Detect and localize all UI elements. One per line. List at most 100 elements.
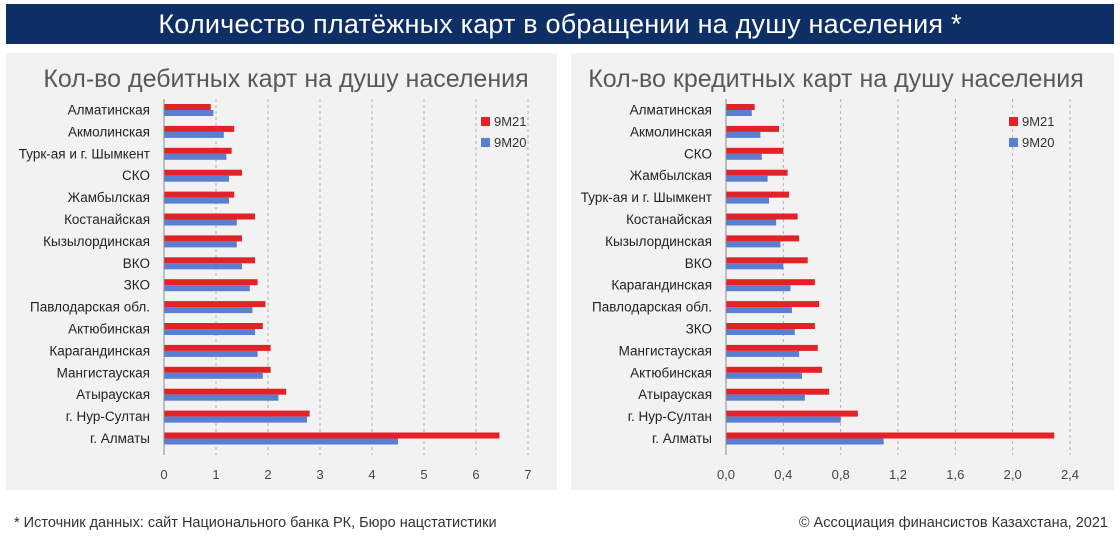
credit-bar-9m20 [726, 153, 762, 160]
credit-bar-9m20 [726, 329, 795, 335]
debit-category-label: Павлодарская обл. [30, 300, 150, 315]
credit-bar-9m21 [726, 410, 858, 417]
copyright-note: © Ассоциация финансистов Казахстана, 202… [798, 515, 1108, 531]
credit-tick-label: 0,0 [717, 467, 735, 482]
credit-category-label: СКО [684, 146, 712, 161]
debit-bar-9m21 [164, 169, 242, 176]
source-note: * Источник данных: сайт Национального ба… [14, 515, 497, 531]
credit-bar-9m21 [726, 213, 798, 220]
credit-bar-9m21 [726, 323, 815, 329]
credit-bar-9m20 [726, 307, 792, 314]
credit-category-label: ВКО [685, 256, 712, 271]
debit-bar-9m20 [164, 329, 255, 335]
debit-bar-9m21 [164, 388, 287, 395]
debit-bar-9m21 [164, 191, 235, 198]
page-title: Количество платёжных карт в обращении на… [158, 8, 962, 39]
debit-category-label: ВКО [123, 256, 150, 271]
debit-bar-9m20 [164, 219, 237, 226]
credit-bar-9m21 [726, 235, 800, 242]
debit-bar-9m20 [164, 438, 398, 445]
credit-cards-chart-panel: Кол-во кредитных карт на душу населения 0… [571, 53, 1114, 490]
debit-category-label: г. Алматы [90, 431, 150, 446]
debit-tick-label: 2 [264, 467, 271, 482]
debit-tick-label: 7 [524, 467, 531, 482]
debit-bar-9m20 [164, 131, 224, 138]
credit-bar-9m20 [726, 131, 761, 138]
debit-bar-9m21 [164, 213, 255, 220]
debit-category-label: ЗКО [124, 278, 150, 293]
credit-bar-9m20 [726, 350, 800, 357]
credit-legend-label: 9M21 [1022, 114, 1055, 129]
credit-bar-9m21 [726, 169, 788, 176]
credit-bar-9m20 [726, 394, 805, 401]
debit-cards-chart-panel: Кол-во дебитных карт на душу населения 0 1… [6, 53, 557, 490]
debit-bar-9m20 [164, 153, 227, 160]
debit-tick-label: 6 [472, 467, 479, 482]
debit-bar-9m21 [164, 323, 263, 329]
credit-bar-9m21 [726, 191, 790, 198]
credit-bar-9m20 [726, 372, 802, 379]
debit-bar-9m21 [164, 410, 310, 417]
debit-bar-9m21 [164, 235, 242, 242]
credit-bar-9m20 [726, 416, 841, 423]
debit-tick-label: 4 [368, 467, 375, 482]
debit-bar-9m20 [164, 263, 242, 270]
credit-category-label: Атырауская [638, 387, 712, 402]
debit-bar-9m20 [164, 307, 253, 314]
debit-legend-label: 9M20 [494, 135, 527, 150]
debit-bar-9m21 [164, 147, 232, 154]
debit-bar-9m20 [164, 394, 279, 401]
credit-bar-9m21 [726, 257, 808, 264]
debit-category-label: СКО [122, 168, 150, 183]
debit-category-label: Атырауская [76, 387, 150, 402]
debit-category-label: Акмолинская [68, 124, 150, 139]
credit-legend-swatch-9m20 [1009, 138, 1018, 147]
debit-bar-9m20 [164, 372, 263, 379]
credit-legend-swatch-9m21 [1009, 117, 1018, 126]
credit-tick-label: 0,8 [832, 467, 850, 482]
credit-bar-9m21 [726, 301, 820, 308]
debit-bar-9m20 [164, 175, 229, 182]
credit-tick-label: 1,6 [946, 467, 964, 482]
debit-bar-9m21 [164, 125, 235, 132]
credit-category-label: Акмолинская [630, 124, 712, 139]
credit-bar-9m20 [726, 219, 777, 226]
debit-legend-swatch-9m21 [481, 117, 490, 126]
credit-bar-9m20 [726, 241, 781, 248]
debit-category-label: Кызылординская [43, 234, 150, 249]
debit-category-label: Турк-ая и г. Шымкент [19, 146, 150, 161]
debit-bar-9m20 [164, 350, 258, 357]
debit-bar-9m20 [164, 110, 214, 116]
credit-bar-9m21 [726, 125, 780, 132]
debit-category-label: Костанайская [64, 212, 150, 227]
credit-bar-9m21 [726, 147, 784, 154]
credit-category-label: г. Алматы [652, 431, 712, 446]
credit-bar-9m20 [726, 110, 752, 116]
debit-tick-label: 5 [420, 467, 427, 482]
credit-legend-label: 9M20 [1022, 135, 1055, 150]
credit-bar-9m20 [726, 197, 769, 204]
debit-category-label: г. Нур-Султан [66, 409, 150, 424]
credit-bar-9m20 [726, 175, 768, 182]
credit-bar-9m21 [726, 279, 815, 286]
debit-bar-9m21 [164, 104, 211, 110]
credit-bar-9m21 [726, 104, 755, 110]
credit-bar-9m20 [726, 263, 784, 270]
debit-bar-9m21 [164, 301, 266, 308]
debit-bar-9m20 [164, 416, 307, 423]
debit-bar-9m20 [164, 285, 250, 292]
debit-bar-9m21 [164, 432, 500, 439]
credit-category-label: Кызылординская [605, 234, 712, 249]
debit-legend-swatch-9m20 [481, 138, 490, 147]
credit-category-label: Костанайская [626, 212, 712, 227]
debit-tick-label: 0 [160, 467, 167, 482]
debit-cards-chart: Кол-во дебитных карт на душу населения 0 1… [19, 65, 532, 482]
credit-category-label: Карагандинская [611, 278, 712, 293]
credit-cards-chart: Кол-во кредитных карт на душу населения 0… [581, 65, 1084, 482]
debit-category-label: Актюбинская [68, 322, 150, 337]
debit-tick-label: 3 [316, 467, 323, 482]
credit-tick-label: 2,0 [1004, 467, 1022, 482]
credit-bar-9m21 [726, 388, 830, 395]
debit-category-label: Жамбылская [68, 190, 150, 205]
debit-bar-9m21 [164, 279, 258, 286]
